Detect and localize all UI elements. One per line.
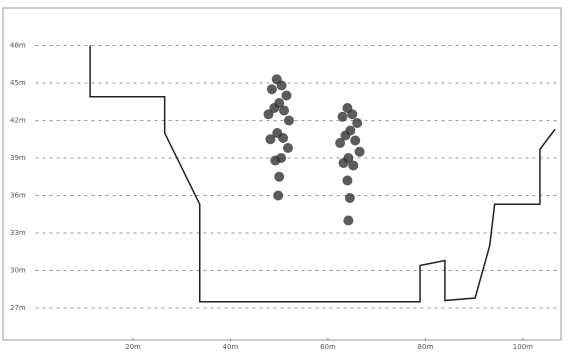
point: [276, 153, 287, 163]
x-tick-label: 20m: [125, 343, 141, 351]
point: [354, 146, 365, 157]
y-tick-label: 45m: [10, 79, 26, 87]
point: [279, 105, 290, 116]
y-tick-label: 33m: [10, 229, 26, 237]
point: [343, 215, 354, 226]
point: [347, 109, 358, 120]
point: [342, 175, 353, 186]
y-tick-label: 39m: [10, 154, 26, 162]
point: [273, 190, 284, 201]
x-tick-label: 80m: [418, 343, 434, 351]
point: [345, 125, 356, 136]
point: [283, 115, 294, 126]
point: [335, 138, 346, 148]
point: [274, 98, 285, 108]
point: [343, 153, 354, 163]
point: [263, 109, 274, 120]
point: [352, 118, 363, 128]
x-tick-label: 60m: [320, 343, 336, 351]
point: [276, 80, 287, 91]
y-tick-label: 36m: [10, 192, 26, 200]
point: [266, 84, 277, 95]
y-tick-label: 42m: [10, 117, 26, 125]
point: [265, 134, 276, 145]
point: [282, 143, 293, 153]
y-tick-label: 30m: [10, 267, 26, 275]
profile-line: [89, 45, 556, 303]
point: [278, 133, 289, 143]
point: [281, 90, 292, 101]
point: [350, 135, 361, 146]
point: [337, 111, 348, 122]
x-tick-label: 40m: [223, 343, 239, 351]
y-tick-label: 27m: [10, 304, 26, 312]
x-tick-label: 100m: [513, 343, 533, 351]
y-tick-label: 48m: [10, 42, 26, 50]
point: [274, 171, 285, 182]
point: [348, 160, 359, 171]
point: [344, 193, 355, 203]
